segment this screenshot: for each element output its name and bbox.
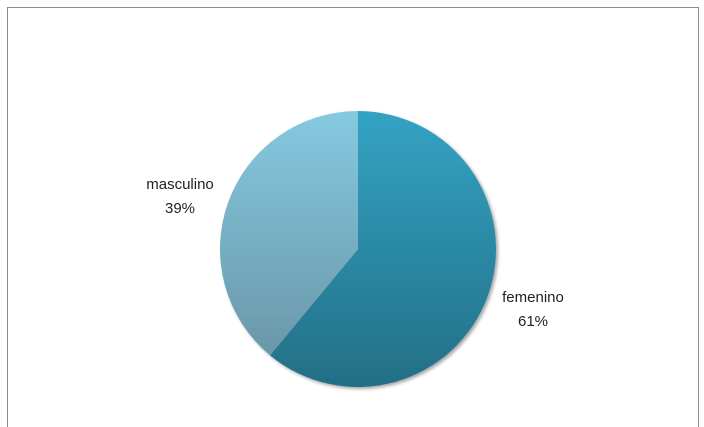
slice-label-masculino: masculino [146,176,214,193]
pie-slice-femenino [270,111,496,387]
pie-slices [219,110,496,387]
slice-percent-masculino: 39% [165,200,195,217]
pie-slice-masculino [219,110,358,356]
pie-labels: femenino 61% masculino 39% [146,176,564,330]
slice-label-femenino: femenino [502,289,564,306]
slice-percent-femenino: 61% [518,313,548,330]
